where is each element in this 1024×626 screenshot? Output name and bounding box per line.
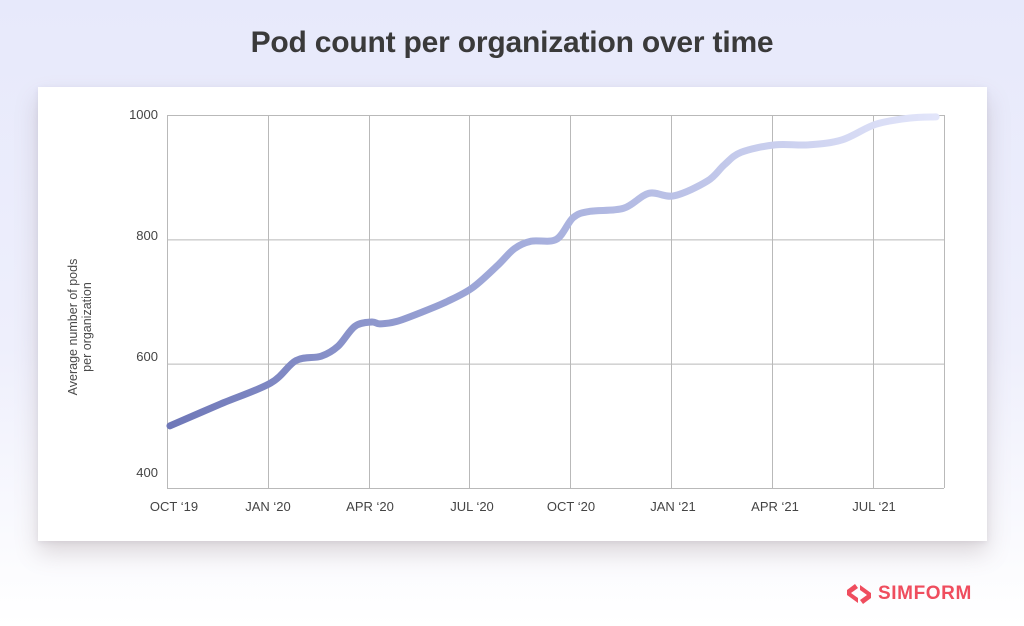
x-tick-jul-21: JUL ‘21 xyxy=(852,499,896,514)
x-tick-jan-20: JAN ‘20 xyxy=(245,499,291,514)
data-line xyxy=(166,113,940,430)
y-tick-800: 800 xyxy=(136,228,158,243)
y-tick-600: 600 xyxy=(136,349,158,364)
x-tick-jan-21: JAN ‘21 xyxy=(650,499,696,514)
simform-logo: SIMFORM xyxy=(846,583,972,605)
chart-title: Pod count per organization over time xyxy=(250,26,774,59)
x-tick-apr-20: APR ‘20 xyxy=(346,499,394,514)
brand-name: SIMFORM xyxy=(878,583,972,604)
y-axis-label-line-1: Average number of pods xyxy=(66,258,80,396)
y-axis-label-line-2: per organization xyxy=(80,282,94,372)
simform-logo-icon xyxy=(847,584,871,604)
grid-lines xyxy=(167,115,945,489)
line-chart xyxy=(166,113,945,489)
y-tick-1000: 1000 xyxy=(129,107,158,122)
x-tick-apr-21: APR ‘21 xyxy=(751,499,799,514)
y-tick-400: 400 xyxy=(136,465,158,480)
x-tick-oct-19: OCT ‘19 xyxy=(149,499,199,514)
x-tick-oct-20: OCT ‘20 xyxy=(546,499,596,514)
x-tick-jul-20: JUL ‘20 xyxy=(450,499,494,514)
chart-card: Average number of pods per organization … xyxy=(38,87,987,541)
